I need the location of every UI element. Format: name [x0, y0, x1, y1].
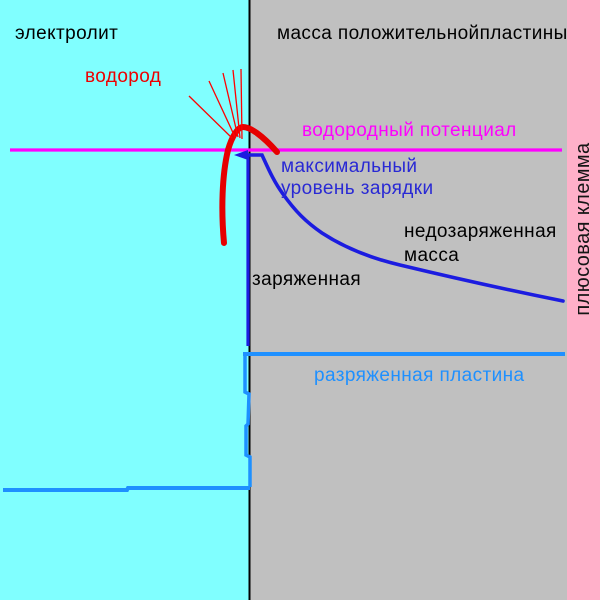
positive-plate-mass-region	[250, 0, 600, 600]
hydrogen-label: водород	[85, 66, 162, 87]
charged-label: заряженная	[252, 269, 362, 290]
discharged-plate-vertical-line	[243, 354, 252, 487]
hydrogen-rays	[188, 68, 243, 140]
electrolyte-label: электролит	[15, 23, 119, 44]
hydrogen-ray-icon	[208, 80, 236, 138]
charge-curve-arrowhead	[234, 150, 248, 160]
hydrogen-ray-icon	[222, 72, 239, 138]
plus-terminal-label: плюсовая клемма	[572, 142, 594, 316]
discharged-plate-label: разряженная пластина	[314, 365, 525, 386]
undercharged-mass-label: недозаряженная масса	[404, 221, 557, 266]
plate-mass-label: масса положительнойпластины	[277, 23, 568, 44]
hydrogen-ray-icon	[240, 68, 243, 140]
max-charge-level-label: максимальный уровень зарядки	[281, 156, 434, 199]
plus-terminal-strip	[567, 0, 600, 600]
hydrogen-potential-label: водородный потенциал	[302, 120, 517, 141]
hydrogen-ray-icon	[188, 95, 233, 139]
discharged-level-bottom-line	[3, 486, 250, 492]
charge-level-curve	[243, 153, 565, 303]
hydrogen-arc	[219, 123, 280, 246]
hydrogen-ray-icon	[232, 69, 241, 139]
